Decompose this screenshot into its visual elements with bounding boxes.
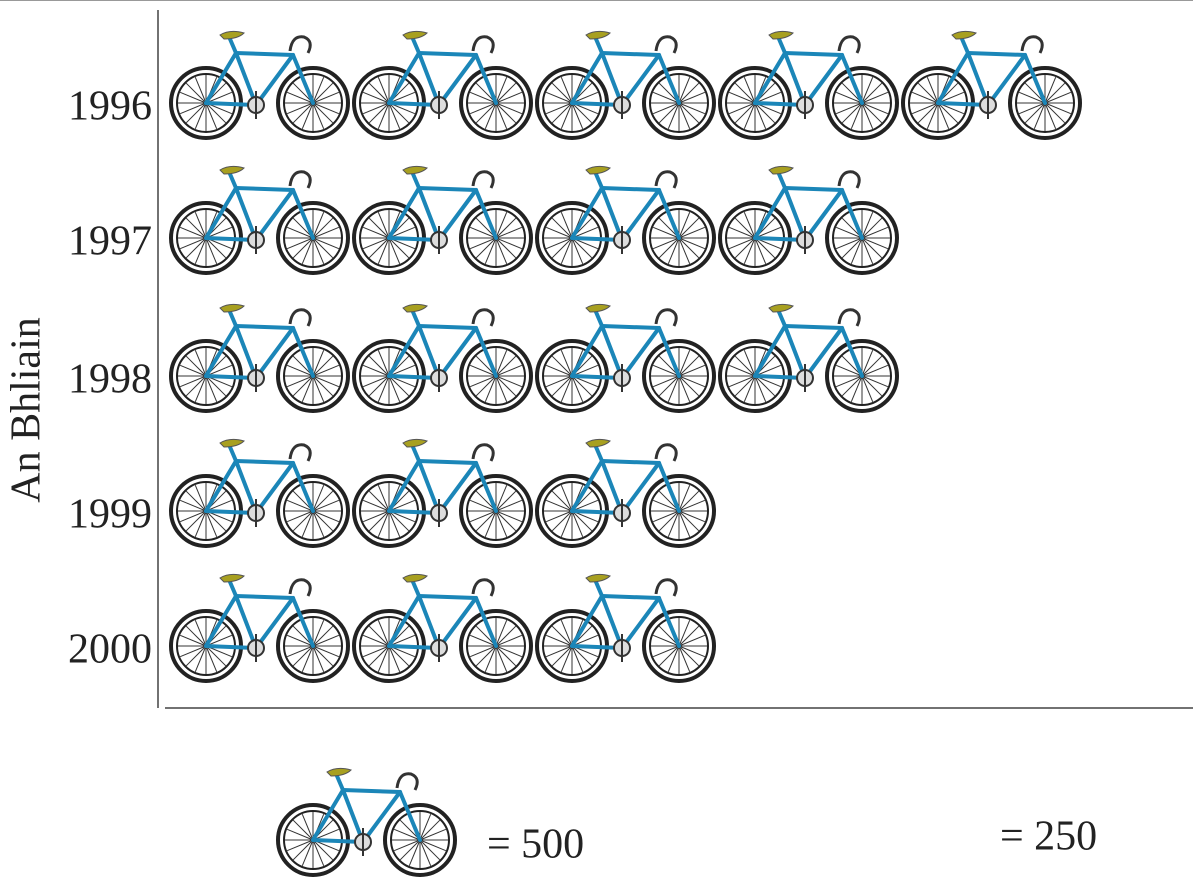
pictogram-row — [169, 164, 899, 275]
bike-icon — [169, 302, 350, 413]
legend-label: = 250 — [1000, 814, 1097, 860]
bike-icon — [276, 766, 457, 877]
bike-icon — [169, 164, 350, 275]
legend-item: = 250 — [889, 766, 1097, 877]
pictogram-row — [169, 302, 994, 413]
bike-icon — [901, 29, 1082, 140]
bike-icon — [352, 572, 533, 683]
y-tick-label: 1997 — [68, 219, 152, 265]
pictogram-row — [169, 572, 811, 683]
y-tick-label: 1998 — [68, 357, 152, 403]
bike-icon — [535, 164, 716, 275]
bike-icon — [169, 29, 350, 140]
bike-icon — [352, 29, 533, 140]
y-axis-label: An Bhliain — [4, 317, 50, 503]
bike-icon — [352, 437, 533, 548]
y-tick-label: 1999 — [68, 492, 152, 538]
y-tick-label: 2000 — [68, 627, 152, 673]
bike-icon — [1088, 29, 1177, 140]
bike-icon — [722, 572, 811, 683]
bike-icon — [535, 29, 716, 140]
bike-icon — [352, 164, 533, 275]
bike-icon — [905, 302, 994, 413]
pictogram-row — [169, 437, 716, 548]
bike-icon — [718, 29, 899, 140]
legend-label: = 500 — [487, 822, 584, 868]
legend-item: = 500 — [276, 766, 584, 877]
bike-icon — [169, 437, 350, 548]
bike-icon — [535, 302, 716, 413]
bike-icon — [352, 302, 533, 413]
bike-icon — [535, 437, 716, 548]
bike-icon — [535, 572, 716, 683]
pictogram-row — [169, 29, 1177, 140]
bike-icon — [169, 572, 350, 683]
bike-icon — [718, 302, 899, 413]
bike-icon — [718, 164, 899, 275]
y-tick-label: 1996 — [68, 84, 152, 130]
